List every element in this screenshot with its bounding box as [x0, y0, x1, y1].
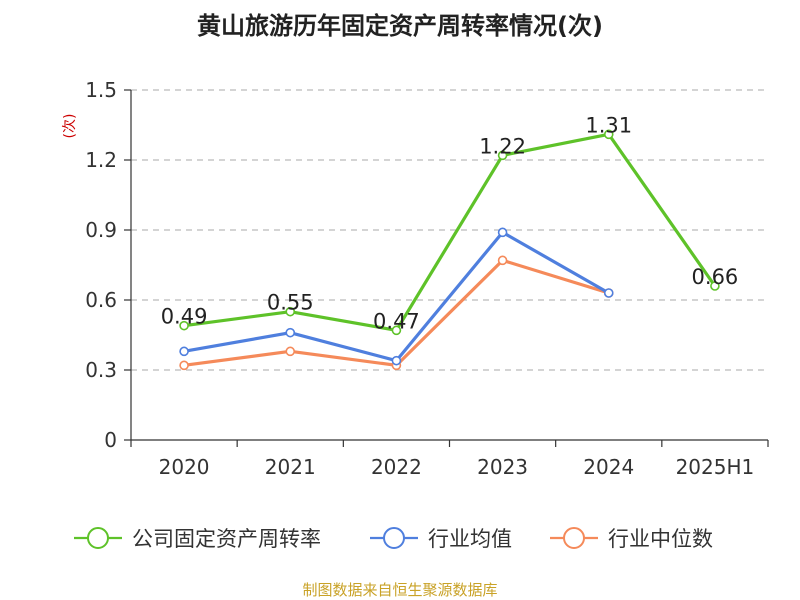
- grid: [131, 89, 768, 371]
- legend-item: 公司固定资产周转率: [74, 527, 321, 551]
- data-point: [285, 346, 296, 357]
- y-tick-label: 1.5: [85, 78, 117, 102]
- data-label: 0.66: [692, 265, 739, 289]
- x-tick-label: 2021: [265, 455, 316, 479]
- x-tick-label: 2020: [159, 455, 210, 479]
- legend-label: 公司固定资产周转率: [132, 527, 321, 551]
- data-point: [603, 288, 614, 298]
- axes: 0 0.3 0.6 0.9 1.2 1.5 2020 2021 2022 2023 2024 2025…: [85, 78, 769, 479]
- series: [179, 129, 720, 371]
- legend-item: 行业均值: [370, 527, 512, 551]
- data-point: [497, 255, 508, 266]
- legend-swatch-marker: [563, 527, 585, 549]
- data-labels: 0.49 0.55 0.47 1.22 1.31 0.66: [161, 113, 739, 333]
- data-label: 0.55: [267, 291, 314, 315]
- x-tick-label: 2024: [583, 455, 634, 479]
- legend: 公司固定资产周转率 行业均值 行业中位数: [74, 527, 713, 551]
- source-note: 制图数据来自恒生聚源数据库: [302, 581, 497, 599]
- legend-swatch-marker: [87, 527, 109, 549]
- data-point: [603, 129, 614, 140]
- data-point: [391, 325, 402, 336]
- data-point: [710, 281, 720, 291]
- legend-label: 行业中位数: [608, 527, 713, 551]
- legend-swatch-marker: [383, 527, 405, 549]
- data-point: [497, 227, 508, 238]
- data-point: [179, 360, 189, 371]
- y-axis-label: (次): [62, 114, 78, 139]
- data-label: 1.31: [585, 113, 632, 137]
- y-tick-label: 0.3: [85, 358, 117, 382]
- series-line: [183, 230, 610, 363]
- data-point: [179, 320, 189, 331]
- legend-item: 行业中位数: [550, 527, 713, 551]
- x-tick-label: 2023: [477, 455, 528, 479]
- series-line: [183, 132, 717, 332]
- data-point: [285, 327, 296, 338]
- data-point: [285, 306, 296, 317]
- x-tick-label: 2025H1: [676, 455, 755, 479]
- data-label: 0.49: [161, 305, 208, 329]
- data-point: [497, 150, 508, 161]
- y-tick-label: 0: [104, 428, 117, 452]
- y-tick-label: 0.6: [85, 288, 117, 312]
- data-label: 1.22: [479, 134, 526, 158]
- chart-title: 黄山旅游历年固定资产周转率情况(次): [197, 12, 603, 40]
- x-tick-label: 2022: [371, 455, 422, 479]
- data-label: 0.47: [373, 309, 420, 333]
- data-point: [391, 355, 402, 366]
- y-tick-label: 0.9: [85, 218, 117, 242]
- legend-label: 行业均值: [428, 527, 512, 551]
- y-tick-label: 1.2: [85, 148, 117, 172]
- data-point: [179, 346, 189, 357]
